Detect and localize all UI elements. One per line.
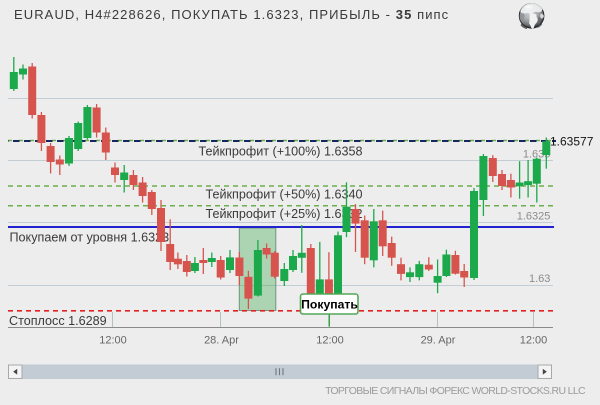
svg-text:29. Apr: 29. Apr [421,335,456,347]
svg-text:Тейкпрофит (+100%) 1.6358: Тейкпрофит (+100%) 1.6358 [199,145,363,159]
svg-text:12:00: 12:00 [316,335,344,347]
svg-text:1.63: 1.63 [529,273,550,285]
svg-text:1.6325: 1.6325 [517,211,551,223]
svg-text:12:00: 12:00 [99,335,127,347]
svg-text:28. Apr: 28. Apr [204,335,239,347]
svg-text:Покупать: Покупать [301,298,358,312]
svg-text:1.63577: 1.63577 [550,134,594,148]
svg-text:ТОРГОВЫЕ СИГНАЛЫ ФОРЕКС WORLD-: ТОРГОВЫЕ СИГНАЛЫ ФОРЕКС WORLD-STOCKS.RU … [325,385,586,397]
svg-text:Тейкпрофит (+50%) 1.6340: Тейкпрофит (+50%) 1.6340 [206,188,363,202]
svg-text:Стоплосс 1.6289: Стоплосс 1.6289 [9,314,107,328]
svg-text:12:00: 12:00 [520,335,548,347]
svg-text:Тейкпрофит (+25%) 1.6332: Тейкпрофит (+25%) 1.6332 [206,207,363,221]
svg-text:EURAUD, H4#228626, ПОКУПАТЬ 1.: EURAUD, H4#228626, ПОКУПАТЬ 1.6323, ПРИБ… [14,7,449,22]
svg-text:Покупаем от уровня 1.6323: Покупаем от уровня 1.6323 [10,231,170,245]
